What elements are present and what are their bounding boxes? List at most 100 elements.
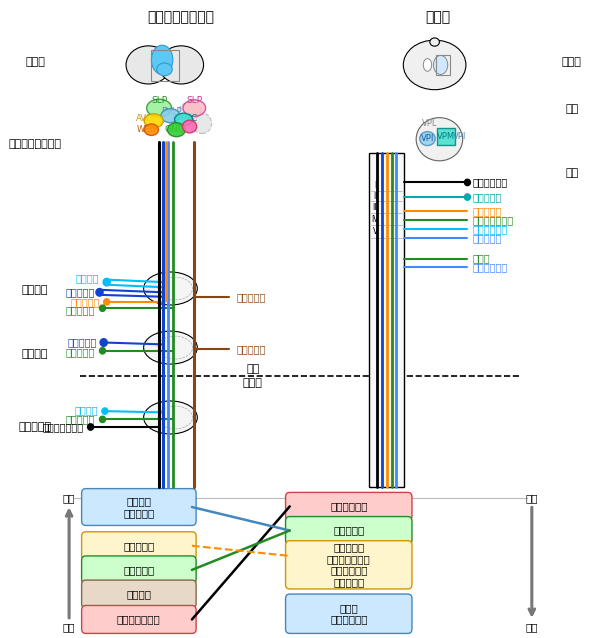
Text: 毛包受容器: 毛包受容器 bbox=[472, 192, 502, 202]
Ellipse shape bbox=[126, 46, 171, 84]
Ellipse shape bbox=[416, 117, 463, 161]
Text: 毛包受容器: 毛包受容器 bbox=[333, 526, 364, 535]
Circle shape bbox=[104, 299, 110, 305]
Text: 自由神経終末: 自由神経終末 bbox=[472, 177, 508, 188]
Text: 腹側: 腹側 bbox=[63, 622, 76, 632]
Text: 脳全体: 脳全体 bbox=[562, 57, 582, 67]
Circle shape bbox=[96, 288, 103, 296]
Text: 脳全体: 脳全体 bbox=[25, 57, 45, 67]
Circle shape bbox=[100, 416, 106, 422]
Ellipse shape bbox=[430, 38, 439, 46]
Text: 伸長感覚子: 伸長感覚子 bbox=[123, 541, 154, 551]
FancyBboxPatch shape bbox=[286, 517, 412, 544]
Text: 弦音器官
鐘状感覚子: 弦音器官 鐘状感覚子 bbox=[123, 496, 154, 518]
Text: 弦音器官: 弦音器官 bbox=[74, 405, 98, 415]
Text: SLP: SLP bbox=[186, 96, 202, 105]
Bar bbox=[151, 50, 179, 82]
Text: 脚神経叢: 脚神経叢 bbox=[22, 285, 49, 295]
Text: AVLP: AVLP bbox=[136, 114, 157, 123]
Text: 鐘状感覚子: 鐘状感覚子 bbox=[65, 287, 95, 297]
Text: メルケル盤
マイスナー小体
ルフィニ小体
パチニ小体: メルケル盤 マイスナー小体 ルフィニ小体 パチニ小体 bbox=[327, 542, 371, 587]
Text: 鐘状感覚子: 鐘状感覚子 bbox=[67, 337, 97, 347]
Circle shape bbox=[464, 194, 470, 200]
Text: 筋紡錘
ゴルジ腱器官: 筋紡錘 ゴルジ腱器官 bbox=[330, 603, 368, 625]
Ellipse shape bbox=[179, 102, 202, 119]
Text: 背側: 背側 bbox=[63, 493, 76, 503]
Text: AMMC: AMMC bbox=[172, 114, 199, 122]
Text: PVLP: PVLP bbox=[161, 107, 181, 116]
FancyBboxPatch shape bbox=[286, 540, 412, 589]
Ellipse shape bbox=[175, 113, 193, 126]
Ellipse shape bbox=[182, 120, 197, 133]
Text: WED: WED bbox=[137, 124, 157, 133]
Text: 筋紡錘: 筋紡錘 bbox=[472, 254, 490, 263]
FancyBboxPatch shape bbox=[82, 532, 196, 560]
Text: ゴルジ腱器官: ゴルジ腱器官 bbox=[472, 262, 508, 272]
Circle shape bbox=[102, 408, 108, 414]
Text: I: I bbox=[374, 181, 376, 190]
Ellipse shape bbox=[143, 272, 197, 305]
Ellipse shape bbox=[420, 131, 435, 145]
Bar bbox=[436, 55, 450, 75]
Ellipse shape bbox=[157, 63, 172, 76]
Text: 味覚感覚子: 味覚感覚子 bbox=[236, 345, 265, 355]
Text: 翅神経叢: 翅神経叢 bbox=[22, 349, 49, 359]
Ellipse shape bbox=[143, 401, 197, 434]
Text: 外部感覚子: 外部感覚子 bbox=[65, 414, 95, 424]
Ellipse shape bbox=[144, 114, 163, 128]
Text: 味覚神経: 味覚神経 bbox=[127, 589, 151, 599]
Ellipse shape bbox=[151, 45, 173, 75]
Ellipse shape bbox=[144, 124, 158, 135]
Ellipse shape bbox=[403, 40, 466, 90]
Text: 胴体部: 胴体部 bbox=[243, 378, 263, 387]
Circle shape bbox=[100, 339, 107, 346]
Circle shape bbox=[100, 305, 106, 311]
Text: VPM: VPM bbox=[437, 132, 455, 141]
Ellipse shape bbox=[161, 108, 180, 122]
Text: ルフィニ小体: ルフィニ小体 bbox=[472, 224, 508, 234]
Text: 腹部神経節: 腹部神経節 bbox=[19, 422, 52, 432]
Text: IV: IV bbox=[371, 215, 379, 224]
Text: V: V bbox=[373, 227, 378, 236]
Text: VPI: VPI bbox=[421, 134, 434, 143]
Text: 延髄: 延髄 bbox=[565, 168, 578, 178]
Circle shape bbox=[100, 348, 106, 354]
Text: III: III bbox=[372, 204, 379, 212]
Ellipse shape bbox=[143, 331, 197, 364]
Text: 外部感覚子: 外部感覚子 bbox=[65, 305, 95, 315]
FancyBboxPatch shape bbox=[286, 493, 412, 521]
FancyBboxPatch shape bbox=[82, 580, 196, 608]
Text: II: II bbox=[373, 192, 377, 201]
Bar bbox=[437, 128, 455, 145]
Ellipse shape bbox=[167, 122, 185, 137]
Text: 腹側: 腹側 bbox=[526, 622, 538, 632]
Text: VPI: VPI bbox=[453, 132, 466, 141]
Text: 脳の体性感覚中枢: 脳の体性感覚中枢 bbox=[8, 139, 62, 149]
Text: 多樹状突起神経: 多樹状突起神経 bbox=[117, 614, 161, 625]
Text: パチニ小体: パチニ小体 bbox=[472, 233, 502, 242]
Bar bbox=[369, 152, 404, 487]
Text: 味覚感覚子: 味覚感覚子 bbox=[236, 292, 265, 302]
Text: マイスナー小体: マイスナー小体 bbox=[472, 215, 514, 225]
Text: 外部感覚子: 外部感覚子 bbox=[65, 347, 95, 357]
Text: 視床: 視床 bbox=[565, 105, 578, 114]
Text: メルケル盤: メルケル盤 bbox=[472, 206, 502, 216]
Text: 多樹状突起神経: 多樹状突起神経 bbox=[42, 422, 83, 433]
Text: 弦音器官: 弦音器官 bbox=[76, 272, 100, 283]
Ellipse shape bbox=[183, 100, 206, 116]
Ellipse shape bbox=[423, 59, 431, 71]
Text: 哺乳類: 哺乳類 bbox=[425, 10, 450, 24]
FancyBboxPatch shape bbox=[82, 489, 196, 526]
Text: GNG: GNG bbox=[165, 125, 185, 134]
FancyBboxPatch shape bbox=[286, 594, 412, 634]
FancyBboxPatch shape bbox=[82, 605, 196, 634]
Text: VPL: VPL bbox=[422, 119, 437, 128]
Ellipse shape bbox=[193, 113, 212, 133]
Ellipse shape bbox=[146, 100, 172, 117]
Ellipse shape bbox=[159, 46, 203, 84]
Text: 頭部: 頭部 bbox=[246, 364, 259, 373]
Circle shape bbox=[88, 424, 94, 430]
Text: 背側: 背側 bbox=[526, 493, 538, 503]
Circle shape bbox=[464, 179, 470, 186]
Ellipse shape bbox=[433, 56, 448, 75]
